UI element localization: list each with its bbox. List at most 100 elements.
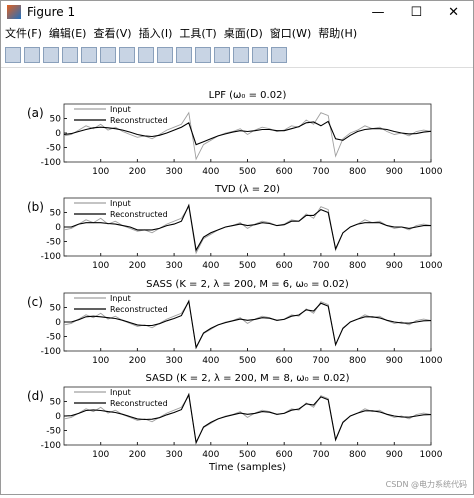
y-tick-label: -100 xyxy=(41,347,62,357)
window-title: Figure 1 xyxy=(27,5,76,19)
x-tick-label: 900 xyxy=(386,167,403,177)
panel-label: (b) xyxy=(27,200,44,214)
x-tick-label: 400 xyxy=(202,450,219,460)
tool[interactable] xyxy=(81,47,97,63)
tool[interactable] xyxy=(100,47,116,63)
x-tick-label: 600 xyxy=(276,167,293,177)
menu-item[interactable]: 文件(F) xyxy=(5,27,42,40)
tool[interactable] xyxy=(119,47,135,63)
y-tick-label: -50 xyxy=(46,238,61,248)
line-series xyxy=(63,392,432,445)
x-tick-label: 900 xyxy=(386,450,403,460)
legend-label: Input xyxy=(110,105,131,114)
x-tick-label: 700 xyxy=(312,261,329,271)
legend-label: Reconstructed xyxy=(110,305,168,314)
x-tick-label: 300 xyxy=(166,167,183,177)
y-tick-label: -100 xyxy=(41,158,62,168)
x-tick-label: 1000 xyxy=(420,356,443,366)
tool[interactable] xyxy=(176,47,192,63)
panel-label: (c) xyxy=(27,295,43,309)
window-controls: — ☐ ✕ xyxy=(371,5,459,20)
menu-item[interactable]: 帮助(H) xyxy=(318,27,358,40)
x-tick-label: 300 xyxy=(166,356,183,366)
x-tick-label: 200 xyxy=(129,450,146,460)
x-tick-label: 400 xyxy=(202,167,219,177)
chart-title: SASD (K = 2, λ = 200, M = 8, ω₀ = 0.02) xyxy=(146,373,350,384)
chart-title: TVD (λ = 20) xyxy=(214,184,280,195)
maximize[interactable]: ☐ xyxy=(410,4,423,20)
y-tick-label: 50 xyxy=(50,115,62,125)
tool[interactable] xyxy=(24,47,40,63)
panel-label: (a) xyxy=(27,106,44,120)
x-tick-label: 400 xyxy=(202,356,219,366)
line-series xyxy=(63,111,432,161)
y-tick-label: 0 xyxy=(55,318,61,328)
legend-label: Input xyxy=(110,294,131,303)
y-tick-label: 0 xyxy=(55,412,61,422)
y-tick-label: 50 xyxy=(50,209,62,219)
x-tick-label: 500 xyxy=(239,261,256,271)
menu-item[interactable]: 窗口(W) xyxy=(269,27,312,40)
x-tick-label: 700 xyxy=(312,450,329,460)
legend-label: Input xyxy=(110,388,131,397)
tool[interactable] xyxy=(43,47,59,63)
y-tick-label: -50 xyxy=(46,144,61,154)
tool[interactable] xyxy=(252,47,268,63)
tool[interactable] xyxy=(195,47,211,63)
line-series xyxy=(64,203,431,252)
x-tick-label: 900 xyxy=(386,356,403,366)
x-tick-label: 1000 xyxy=(420,450,443,460)
x-tick-label: 100 xyxy=(92,167,109,177)
toolbar xyxy=(1,43,473,68)
x-tick-label: 600 xyxy=(276,356,293,366)
menu-item[interactable]: 工具(T) xyxy=(179,27,217,40)
menu-item[interactable]: 桌面(D) xyxy=(223,27,263,40)
x-tick-label: 800 xyxy=(349,167,366,177)
menu-item[interactable]: 插入(I) xyxy=(138,27,173,40)
x-tick-label: 100 xyxy=(92,356,109,366)
x-tick-label: 800 xyxy=(349,450,366,460)
x-tick-label: 500 xyxy=(239,167,256,177)
x-tick-label: 100 xyxy=(92,450,109,460)
tool[interactable] xyxy=(138,47,154,63)
menu-item[interactable]: 查看(V) xyxy=(93,27,132,40)
x-tick-label: 600 xyxy=(276,450,293,460)
watermark: CSDN @电力系统代码 xyxy=(386,479,467,489)
x-tick-label: 100 xyxy=(92,261,109,271)
title-bar: Figure 1 — ☐ ✕ xyxy=(1,1,473,23)
x-tick-label: 300 xyxy=(166,261,183,271)
y-tick-label: 0 xyxy=(55,129,61,139)
legend-label: Reconstructed xyxy=(110,399,168,408)
figure-canvas: CSDN @电力系统代码 LPF (ω₀ = 0.02) (a) -100 -50 0 5… xyxy=(27,90,467,489)
x-tick-label: 600 xyxy=(276,261,293,271)
close[interactable]: ✕ xyxy=(448,4,459,20)
tool[interactable] xyxy=(214,47,230,63)
y-tick-label: 50 xyxy=(50,304,62,314)
line-series xyxy=(63,120,432,146)
x-tick-label: 800 xyxy=(349,261,366,271)
y-tick-label: -50 xyxy=(46,427,61,437)
menu-item[interactable]: 编辑(E) xyxy=(48,27,87,40)
tool[interactable] xyxy=(5,47,21,63)
x-tick-label: 1000 xyxy=(420,261,443,271)
x-axis-label: Time (samples) xyxy=(208,462,286,473)
tool[interactable] xyxy=(271,47,287,63)
minimize[interactable]: — xyxy=(371,4,385,20)
x-tick-label: 500 xyxy=(239,356,256,366)
plot-area xyxy=(63,103,432,163)
legend-label: Reconstructed xyxy=(110,210,168,219)
line-series xyxy=(64,299,432,350)
x-tick-label: 200 xyxy=(129,167,146,177)
menu-bar: 文件(F) 编辑(E) 查看(V) 插入(I) 工具(T) 桌面(D) 窗口(W) 帮助(H) xyxy=(1,23,473,43)
legend-label: Reconstructed xyxy=(110,116,168,125)
y-tick-label: -100 xyxy=(41,441,62,451)
tool[interactable] xyxy=(62,47,78,63)
x-tick-label: 300 xyxy=(166,450,183,460)
tool[interactable] xyxy=(233,47,249,63)
tool[interactable] xyxy=(157,47,173,63)
x-tick-label: 500 xyxy=(239,450,256,460)
x-tick-label: 200 xyxy=(129,261,146,271)
x-tick-label: 700 xyxy=(312,356,329,366)
x-tick-label: 400 xyxy=(202,261,219,271)
